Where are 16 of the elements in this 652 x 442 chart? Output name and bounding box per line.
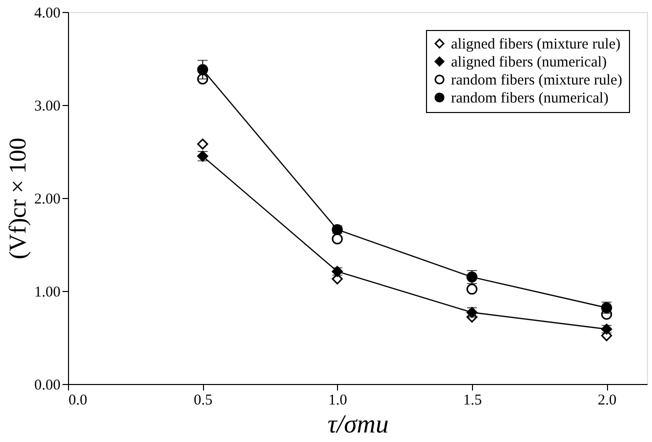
- x-axis-title: τ/σmu: [327, 410, 389, 438]
- x-tick-label: 1.5: [463, 392, 482, 408]
- legend-label: aligned fibers (numerical): [451, 54, 607, 70]
- x-tick-label: 0.0: [68, 392, 88, 408]
- x-tick-label: 2.0: [598, 392, 616, 408]
- y-tick-label: 2.00: [34, 192, 60, 208]
- legend-label: aligned fibers (mixture rule): [451, 36, 621, 52]
- legend-label: random fibers (numerical): [451, 90, 608, 106]
- y-tick-label: 0.00: [34, 378, 60, 394]
- y-axis-title: (Vf)cr × 100: [5, 138, 32, 260]
- x-tick-label: 1.0: [328, 392, 348, 408]
- y-tick-label: 4.00: [34, 6, 60, 22]
- y-tick-label: 3.00: [34, 98, 60, 114]
- y-tick-label: 1.00: [34, 284, 60, 300]
- x-tick-label: 0.5: [194, 392, 213, 408]
- legend-label: random fibers (mixture rule): [451, 72, 622, 88]
